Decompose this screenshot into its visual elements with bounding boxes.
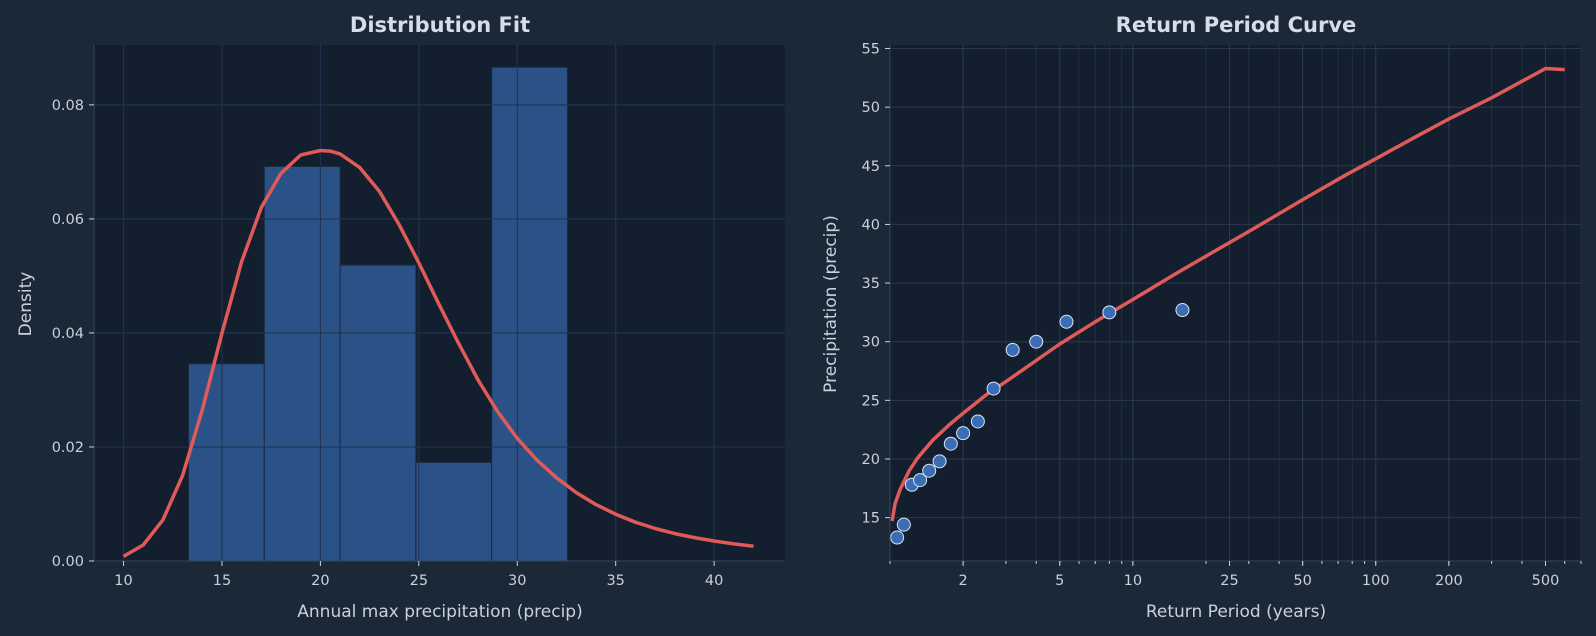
observed-point <box>970 414 985 429</box>
y-tick-label: 25 <box>862 393 880 409</box>
y-tick-label: 0.08 <box>52 98 84 114</box>
histogram-bar <box>415 461 493 562</box>
observed-point <box>986 381 1001 396</box>
axes-frame <box>93 45 785 562</box>
observed-point <box>1102 305 1117 320</box>
distribution-fit-panel: 10 15 20 25 30 35 40 0.00 0.02 0.04 0.06 0.08 Dist… <box>16 13 785 622</box>
x-tick-label: 25 <box>410 573 428 589</box>
x-tick-label: 100 <box>1362 573 1390 589</box>
y-tick-label: 15 <box>862 511 880 527</box>
x-tick-label: 10 <box>1124 573 1142 589</box>
fit-curve <box>122 148 754 558</box>
observed-point <box>1005 342 1020 357</box>
observed-point <box>890 530 905 545</box>
y-ticks: 0.00 0.02 0.04 0.06 0.08 <box>52 98 94 570</box>
x-axis-label: Return Period (years) <box>1146 602 1326 622</box>
x-tick-label: 500 <box>1532 573 1560 589</box>
x-ticks: 10 15 20 25 30 35 40 <box>114 561 723 589</box>
chart-title: Distribution Fit <box>350 13 530 37</box>
x-tick-label: 50 <box>1293 573 1311 589</box>
y-tick-label: 0.04 <box>52 326 84 342</box>
x-tick-label: 20 <box>311 573 329 589</box>
observed-point <box>956 426 971 441</box>
histogram-bar <box>339 264 417 562</box>
y-tick-label: 20 <box>862 452 880 468</box>
histogram-bar <box>263 165 341 562</box>
y-tick-label: 0.02 <box>52 440 84 456</box>
y-tick-label: 0.06 <box>52 212 84 228</box>
observed-point <box>1175 303 1190 318</box>
fit-curve-line <box>122 148 754 558</box>
y-tick-label: 40 <box>862 217 880 233</box>
y-ticks: 15 20 25 30 35 40 45 50 55 <box>862 42 890 527</box>
x-ticks: 2 5 10 25 50 100 200 500 <box>889 561 1582 589</box>
plot-area <box>890 45 1581 561</box>
observed-point <box>1059 314 1074 329</box>
x-tick-label: 15 <box>213 573 231 589</box>
x-tick-label: 5 <box>1055 573 1064 589</box>
histogram-bar <box>187 363 265 562</box>
chart-title: Return Period Curve <box>1116 13 1357 37</box>
x-tick-label: 40 <box>705 573 723 589</box>
observed-point <box>896 517 911 532</box>
histogram-bar <box>491 66 568 562</box>
histogram-bars <box>94 45 785 562</box>
observed-point <box>913 473 928 488</box>
x-axis-label: Annual max precipitation (precip) <box>297 602 582 622</box>
axes-frame <box>889 45 1581 562</box>
observed-point <box>932 454 947 469</box>
x-tick-label: 10 <box>114 573 132 589</box>
x-tick-label: 2 <box>958 573 967 589</box>
observed-point <box>943 436 958 451</box>
observed-point <box>1029 334 1044 349</box>
fit-curve-line <box>890 66 1565 522</box>
y-axis-label: Density <box>16 272 36 337</box>
observed-points <box>890 303 1190 545</box>
x-tick-label: 200 <box>1435 573 1463 589</box>
observed-point <box>922 463 937 478</box>
x-tick-label: 30 <box>508 573 526 589</box>
y-tick-label: 45 <box>862 159 880 175</box>
y-tick-label: 50 <box>862 100 880 116</box>
fit-curve <box>890 66 1565 522</box>
y-tick-label: 55 <box>862 42 880 58</box>
y-tick-label: 35 <box>862 276 880 292</box>
y-tick-label: 30 <box>862 335 880 351</box>
y-axis-label: Precipitation (precip) <box>821 215 841 393</box>
x-tick-label: 35 <box>606 573 624 589</box>
y-tick-label: 0.00 <box>52 554 84 570</box>
x-tick-label: 25 <box>1220 573 1238 589</box>
